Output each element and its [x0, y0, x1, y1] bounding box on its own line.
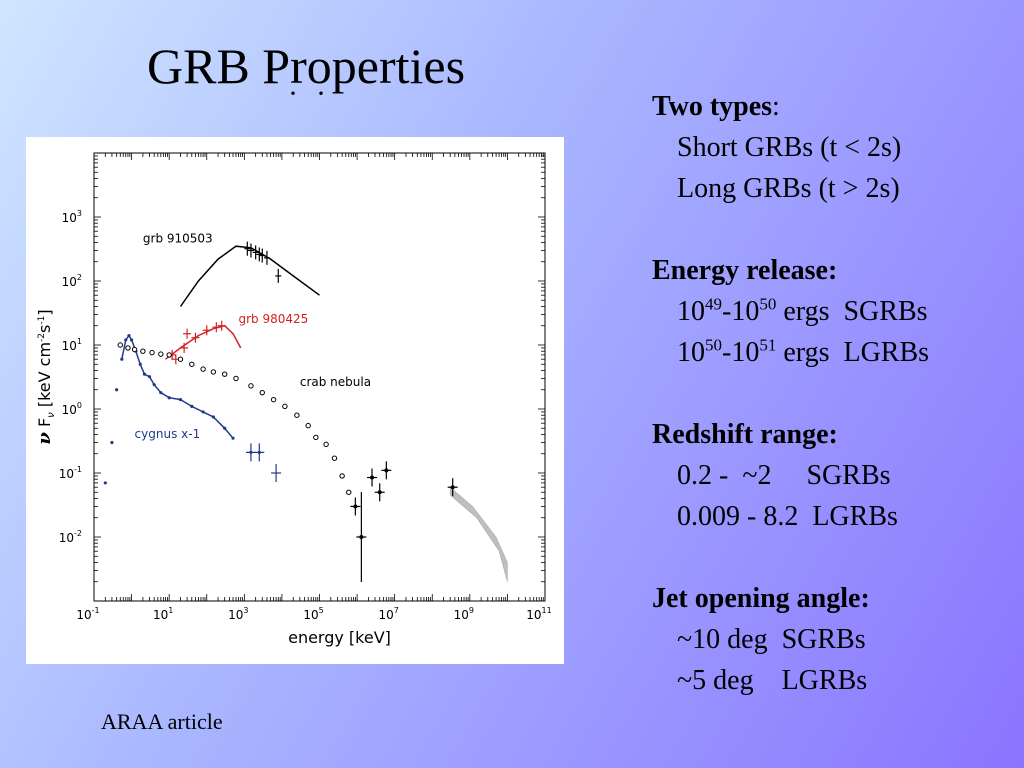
crab-point — [384, 468, 389, 473]
x-tick-label: 107 — [378, 606, 398, 622]
crab-point — [282, 403, 288, 410]
redshift-heading: Redshift range: — [652, 419, 838, 450]
cygnus-trace — [121, 334, 234, 439]
cygnus-point — [103, 481, 107, 485]
energy-line-lgrb: 1050-1051 ergs LGRBs — [677, 335, 930, 368]
crab-point — [331, 455, 338, 461]
x-tick-label: 101 — [153, 606, 173, 622]
crab-point — [353, 504, 358, 509]
jet-line-lgrb: ~5 deg LGRBs — [677, 665, 868, 696]
grb910503-model-line — [179, 245, 320, 307]
crab-point — [377, 490, 382, 495]
y-tick-label: 101 — [62, 337, 82, 353]
x-tick-label: 10-1 — [76, 606, 99, 622]
x-tick-label: 103 — [228, 606, 248, 622]
types-line-short: Short GRBs (t < 2s) — [677, 132, 902, 163]
x-tick-label: 109 — [454, 606, 474, 622]
crab-point — [177, 356, 184, 362]
crab-point — [221, 371, 228, 377]
title-dots-decoration: ·· — [288, 77, 344, 110]
crab-point — [140, 348, 146, 354]
x-tick-label: 105 — [303, 606, 323, 622]
crab-point — [149, 349, 155, 356]
y-tick-label: 10-1 — [59, 465, 82, 481]
crab-point — [346, 489, 352, 495]
properties-text: Two types: Short GRBs (t < 2s) Long GRBs… — [652, 86, 1012, 701]
crab-point — [125, 345, 131, 351]
crab-point — [233, 375, 239, 382]
redshift-line-sgrb: 0.2 - ~2 SGRBs — [677, 460, 891, 491]
crab-point — [166, 352, 172, 358]
types-line-long: Long GRBs (t > 2s) — [677, 173, 900, 204]
crab-point — [158, 351, 164, 357]
y-tick-label: 10-2 — [59, 529, 82, 545]
crab-point — [450, 485, 455, 490]
series-label-cygnus: cygnus x-1 — [135, 427, 201, 441]
crab-point — [117, 342, 123, 348]
crab-point — [359, 535, 364, 539]
crab-point — [189, 361, 195, 367]
jet-line-sgrb: ~10 deg SGRBs — [677, 624, 866, 655]
crab-point — [294, 412, 300, 418]
y-tick-label: 100 — [62, 401, 82, 417]
series-label-crab: crab nebula — [300, 375, 371, 389]
redshift-line-lgrb: 0.009 - 8.2 LGRBs — [677, 501, 898, 532]
crab-point — [248, 383, 254, 389]
cygnus-point — [110, 440, 114, 445]
spectrum-chart: 10-1 101 103 105 107 109 1011 10-2 10-1 100 101 102… — [34, 152, 552, 647]
crab-point — [270, 396, 277, 403]
energy-heading: Energy release: — [652, 255, 838, 286]
spectrum-plot-panel: 10-1 101 103 105 107 109 1011 10-2 10-1 100 101 102… — [26, 137, 564, 664]
x-tick-label: 1011 — [526, 606, 551, 622]
crab-point — [259, 389, 265, 396]
series-label-grb910503: grb 910503 — [143, 231, 213, 245]
crab-point — [200, 366, 206, 372]
crab-point — [313, 434, 319, 441]
series-label-grb980425: grb 980425 — [239, 312, 309, 326]
crab-point — [210, 369, 217, 375]
crab-point — [370, 475, 375, 480]
crab-point — [323, 441, 329, 448]
source-footer: ARAA article — [101, 709, 223, 734]
crab-point — [339, 473, 345, 479]
y-axis-label: ν Fν [keV cm-2s-1] — [34, 309, 57, 444]
y-tick-label: 102 — [62, 273, 82, 289]
energy-line-sgrb: 1049-1050 ergs SGRBs — [677, 294, 928, 327]
jet-heading: Jet opening angle: — [652, 583, 870, 614]
crab-point — [305, 422, 311, 429]
slide-title: GRB Properties — [147, 38, 466, 94]
types-heading: Two types: — [652, 91, 780, 122]
crab-point — [131, 346, 138, 353]
cygnus-point — [115, 388, 119, 392]
tev-band — [449, 486, 508, 582]
y-tick-label: 103 — [62, 209, 82, 225]
x-axis-label: energy [keV] — [288, 628, 391, 647]
